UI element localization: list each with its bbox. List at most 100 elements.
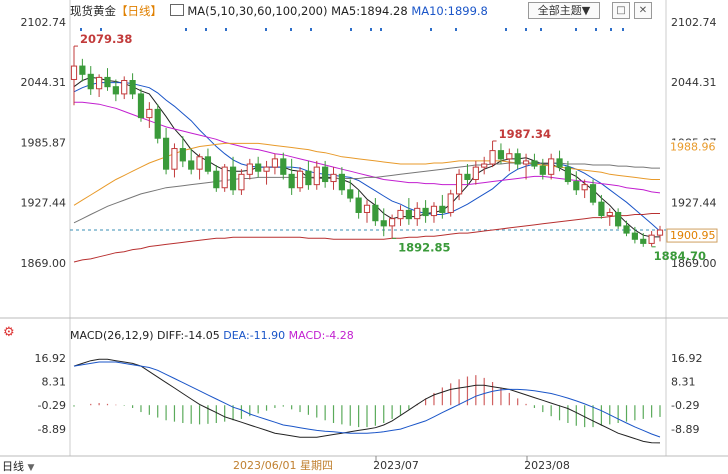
candle-body <box>522 160 530 165</box>
candle-body <box>556 158 563 168</box>
candle-body <box>489 150 496 165</box>
candles <box>70 46 664 247</box>
candle-body <box>313 166 320 186</box>
annotation-high: 1987.34 <box>499 127 551 141</box>
instrument-name: 现货黄金 <box>70 4 116 18</box>
candle-body <box>548 158 555 175</box>
ma-label[interactable]: MA(5,10,30,60,100,200) <box>187 4 328 18</box>
event-marker <box>350 28 352 31</box>
macd-line-diff <box>73 358 661 444</box>
event-marker <box>505 28 507 31</box>
candle-body <box>338 173 345 191</box>
candle-body <box>439 205 446 213</box>
candle-body <box>481 163 488 168</box>
event-marker <box>575 28 577 31</box>
chart-header: 现货黄金【日线】 MA(5,10,30,60,100,200) MA5:1894… <box>70 3 488 19</box>
candle-body <box>497 150 505 160</box>
candle-body <box>623 225 630 234</box>
y-tick-right: 2102.74 <box>671 16 717 29</box>
candle-body <box>162 137 170 170</box>
candle-body <box>405 209 412 220</box>
candle-body <box>104 76 111 88</box>
candle-body <box>112 86 119 95</box>
macd-y-tick-right: 16.92 <box>671 352 703 365</box>
candle-body <box>514 153 521 165</box>
candle-body <box>221 166 228 189</box>
event-marker <box>430 28 432 31</box>
candle-body <box>389 218 396 227</box>
candle-body <box>171 148 178 170</box>
candle-body <box>229 166 237 191</box>
annotation-low: 1884.70 <box>654 249 706 263</box>
period-label: 日线 <box>2 460 24 473</box>
candle-body <box>589 184 597 203</box>
event-marker <box>525 28 527 31</box>
candle-body <box>121 80 128 95</box>
candle-body <box>531 160 538 167</box>
candle-body <box>372 204 379 222</box>
candle-body <box>305 170 312 186</box>
close-icon[interactable]: ✕ <box>634 2 652 19</box>
event-marker <box>610 28 612 31</box>
candle-body <box>564 166 572 183</box>
price-tag-ma60: 1988.96 <box>670 140 716 153</box>
candle-body <box>363 204 371 213</box>
macd-label[interactable]: MACD(26,12,9) <box>70 329 154 342</box>
price-tag-last: 1900.95 <box>670 229 716 242</box>
candle-body <box>330 173 337 183</box>
candle-body <box>213 170 220 189</box>
x-tick-label: 2023/08 <box>524 459 570 472</box>
candle-body <box>137 93 145 119</box>
candle-body <box>380 220 387 227</box>
ma-line-ma30 <box>74 101 661 194</box>
y-tick-right: 1927.44 <box>671 197 717 210</box>
macd-value: MACD:-4.28 <box>288 329 354 342</box>
candle-body <box>573 181 580 191</box>
event-marker <box>80 28 82 31</box>
candle-body <box>598 201 605 217</box>
candle-body <box>79 65 86 75</box>
chevron-down-icon: ▼ <box>27 463 35 473</box>
square-icon[interactable]: □ <box>612 2 630 19</box>
candle-body <box>322 166 329 183</box>
y-tick-left: 2102.74 <box>21 16 67 29</box>
candle-body <box>146 108 153 119</box>
event-marker <box>100 28 102 31</box>
diff-value: DIFF:-14.05 <box>157 329 220 342</box>
candle-body <box>96 76 103 90</box>
event-marker <box>290 28 292 31</box>
ma-line-ma200 <box>73 213 660 263</box>
dea-value: DEA:-11.90 <box>223 329 286 342</box>
candle-body <box>455 173 463 195</box>
indicator-icon[interactable] <box>169 4 184 16</box>
y-tick-left: 1869.00 <box>21 257 67 270</box>
macd-y-tick-left: 8.31 <box>42 376 67 389</box>
candle-body <box>615 211 622 227</box>
event-marker <box>265 28 267 31</box>
candle-body <box>70 65 78 80</box>
price-tag-box <box>666 228 718 243</box>
macd-y-tick-right: -8.89 <box>671 423 699 436</box>
candle-body <box>196 156 203 170</box>
event-marker <box>225 28 227 31</box>
y-tick-left: 1985.87 <box>21 137 67 150</box>
candle-body <box>539 165 546 175</box>
settings-gear-icon[interactable]: ⚙ <box>3 325 15 340</box>
candle-body <box>414 207 421 220</box>
period-tag[interactable]: 【日线】 <box>116 4 162 18</box>
macd-panel <box>73 358 661 444</box>
candle-body <box>581 184 588 191</box>
event-marker <box>205 28 207 31</box>
period-selector[interactable]: 日线 ▼ <box>2 458 34 474</box>
y-tick-right: 2044.31 <box>671 76 717 89</box>
candle-body <box>355 197 362 213</box>
candle-body <box>271 158 279 168</box>
theme-dropdown[interactable]: 全部主题▼ <box>528 2 600 19</box>
candle-body <box>640 238 647 244</box>
candle-body <box>506 153 513 160</box>
candle-body <box>263 166 270 172</box>
candle-body <box>472 166 479 180</box>
candle-body <box>648 234 655 244</box>
event-marker <box>380 28 382 31</box>
